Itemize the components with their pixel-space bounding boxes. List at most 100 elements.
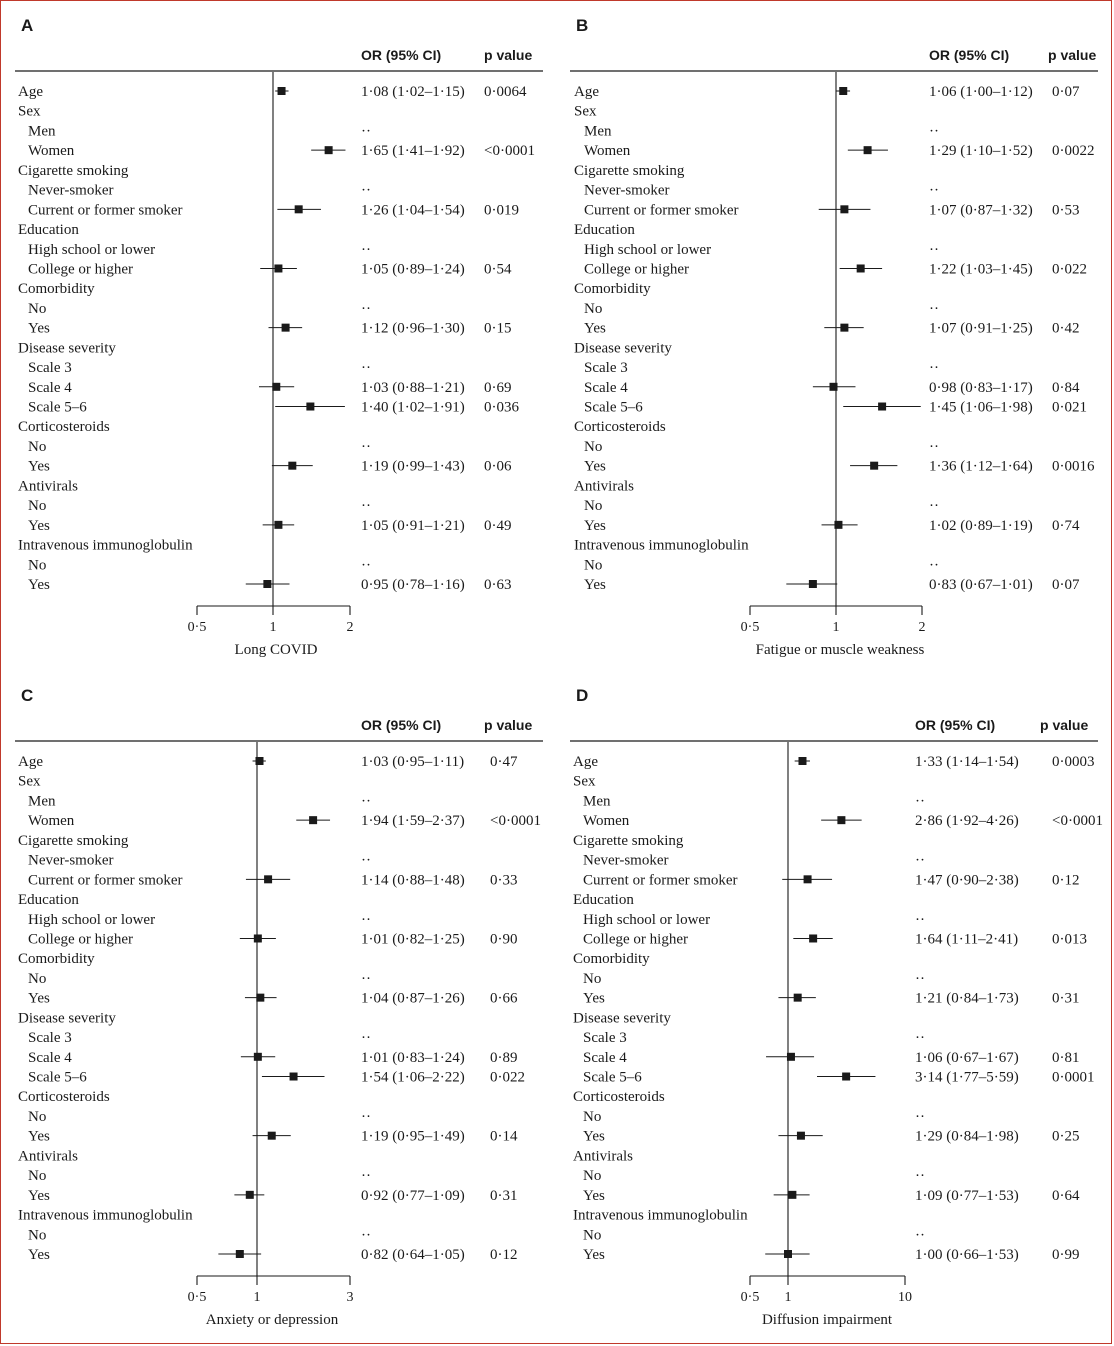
row-label: Scale 3 <box>584 360 628 376</box>
or-ci-value: ·· <box>915 1227 925 1243</box>
p-value-header: p value <box>484 717 532 733</box>
row-label: Current or former smoker <box>28 202 183 218</box>
row-label: Current or former smoker <box>583 872 738 888</box>
or-ci-header: OR (95% CI) <box>361 47 441 63</box>
row-label: No <box>28 498 46 514</box>
or-ci-value: ·· <box>361 793 371 809</box>
p-value: 0·47 <box>490 754 518 770</box>
or-point <box>309 816 318 825</box>
x-tick-label: 1 <box>270 620 277 635</box>
or-ci-value: 0·95 (0·78–1·16) <box>361 577 465 593</box>
x-tick-label: 0·5 <box>188 1290 207 1305</box>
or-point <box>253 934 262 943</box>
row-label: Cigarette smoking <box>574 163 685 179</box>
p-value: 0·12 <box>490 1247 518 1263</box>
p-value: 0·14 <box>490 1129 518 1145</box>
panel-c: C OR (95% CI) p value Age 1·03 (0·95–1·11) 0·… <box>15 686 543 1328</box>
row-label: Scale 5–6 <box>583 1070 642 1086</box>
row-label: No <box>584 301 602 317</box>
row-label: Yes <box>583 1129 605 1145</box>
row-label: Cigarette smoking <box>18 163 129 179</box>
p-value: <0·0001 <box>490 813 541 829</box>
row-label: No <box>28 1168 46 1184</box>
or-point <box>274 264 283 273</box>
row-label: No <box>28 301 46 317</box>
row-label: Men <box>584 123 612 139</box>
p-value-header: p value <box>484 47 532 63</box>
x-tick-label: 0·5 <box>741 1290 760 1305</box>
row-label: College or higher <box>28 931 133 947</box>
p-value: 0·022 <box>1052 261 1087 277</box>
row-label: Scale 4 <box>28 380 72 396</box>
row-label: Scale 3 <box>28 1030 72 1046</box>
p-value: 0·33 <box>490 872 518 888</box>
row-label: Yes <box>28 321 50 337</box>
row-label: Never-smoker <box>584 183 670 199</box>
p-value: 0·07 <box>1052 577 1080 593</box>
p-value: 0·64 <box>1052 1188 1080 1204</box>
or-point <box>793 993 802 1002</box>
row-label: Cigarette smoking <box>18 833 129 849</box>
or-point <box>281 323 290 332</box>
or-ci-value: ·· <box>361 912 371 928</box>
row-label: College or higher <box>583 931 688 947</box>
row-label: Intravenous immunoglobulin <box>573 1208 748 1224</box>
or-point <box>264 875 273 884</box>
or-point <box>840 323 849 332</box>
row-label: Comorbidity <box>573 951 650 967</box>
or-point <box>837 816 846 825</box>
or-ci-value: ·· <box>361 439 371 455</box>
or-ci-value: ·· <box>361 853 371 869</box>
row-label: Sex <box>574 104 597 120</box>
or-point <box>788 1190 797 1199</box>
row-label: Antivirals <box>574 478 634 494</box>
or-ci-value: 1·21 (0·84–1·73) <box>915 991 1019 1007</box>
or-point <box>786 1052 795 1061</box>
or-ci-value: 1·26 (1·04–1·54) <box>361 202 465 218</box>
or-ci-value: 1·04 (0·87–1·26) <box>361 991 465 1007</box>
row-label: Yes <box>28 1188 50 1204</box>
row-label: Yes <box>584 518 606 534</box>
or-ci-value: ·· <box>929 557 939 573</box>
p-value: <0·0001 <box>484 143 535 159</box>
or-ci-value: 1·14 (0·88–1·48) <box>361 872 465 888</box>
row-label: Education <box>573 892 634 908</box>
panel-b: B OR (95% CI) p value Age 1·06 (1·00–1·12) 0·… <box>570 16 1098 658</box>
or-ci-value: 1·05 (0·89–1·24) <box>361 261 465 277</box>
or-ci-value: 1·54 (1·06–2·22) <box>361 1070 465 1086</box>
row-label: Men <box>583 793 611 809</box>
row-label: Never-smoker <box>28 853 114 869</box>
or-point <box>840 205 849 214</box>
x-tick-label: 10 <box>898 1290 912 1305</box>
row-label: Corticosteroids <box>573 1089 665 1105</box>
row-label: Yes <box>28 991 50 1007</box>
row-label: Sex <box>18 104 41 120</box>
or-ci-value: ·· <box>915 793 925 809</box>
or-ci-value: ·· <box>361 1109 371 1125</box>
or-ci-value: 3·14 (1·77–5·59) <box>915 1070 1019 1086</box>
or-ci-value: ·· <box>361 498 371 514</box>
p-value: 0·019 <box>484 202 519 218</box>
or-ci-value: ·· <box>361 971 371 987</box>
or-point <box>842 1072 851 1081</box>
p-value: 0·81 <box>1052 1050 1080 1066</box>
p-value: 0·31 <box>490 1188 518 1204</box>
row-label: Yes <box>28 1247 50 1263</box>
row-label: Intravenous immunoglobulin <box>574 538 749 554</box>
row-label: High school or lower <box>28 242 155 258</box>
or-ci-value: 1·33 (1·14–1·54) <box>915 754 1019 770</box>
row-label: Yes <box>28 1129 50 1145</box>
row-label: Scale 4 <box>583 1050 627 1066</box>
or-point <box>798 757 807 765</box>
row-label: No <box>28 1227 46 1243</box>
or-ci-header: OR (95% CI) <box>361 717 441 733</box>
or-point <box>245 1190 254 1199</box>
row-label: Disease severity <box>573 1010 671 1026</box>
row-label: College or higher <box>28 261 133 277</box>
p-value: 0·0001 <box>1052 1070 1095 1086</box>
or-ci-value: ·· <box>915 853 925 869</box>
or-ci-value: ·· <box>361 1030 371 1046</box>
or-ci-value: 1·06 (0·67–1·67) <box>915 1050 1019 1066</box>
or-point <box>856 264 865 273</box>
